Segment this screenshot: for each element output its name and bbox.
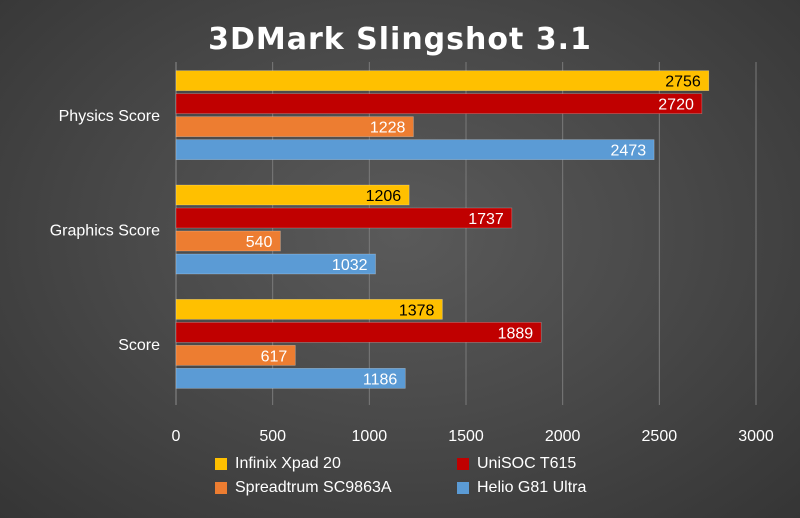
bar [175,139,655,160]
data-label: 1228 [370,120,406,137]
data-label: 540 [246,234,273,251]
data-label: 1737 [468,211,504,228]
chart-title: 3DMark Slingshot 3.1 [208,22,592,57]
bar [175,322,542,343]
data-label: 1378 [399,302,435,319]
legend-swatch [215,458,227,470]
x-tick-label: 2000 [545,428,581,445]
data-label: 2473 [611,143,647,160]
legend-label: Spreadtrum SC9863A [235,479,392,496]
legend-label: Infinix Xpad 20 [235,455,341,472]
legend-item: UniSOC T615 [457,455,635,473]
x-tick-label: 1500 [448,428,484,445]
bar [175,207,513,229]
bar [175,368,406,389]
legend-item: Spreadtrum SC9863A [215,479,457,497]
legend-item: Helio G81 Ultra [457,479,635,497]
data-label: 1032 [332,257,368,274]
x-tick-label: 2500 [642,428,678,445]
data-label: 2756 [665,74,701,91]
legend-item: Infinix Xpad 20 [215,455,457,473]
y-tick-label: Score [118,337,160,354]
bar [175,230,281,252]
legend-swatch [457,458,469,470]
bar [175,93,703,114]
x-tick-label: 0 [172,428,181,445]
bar [175,70,710,91]
bar [175,116,414,137]
legend-label: Helio G81 Ultra [477,479,587,496]
x-tick-label: 3000 [738,428,774,445]
data-label: 617 [261,348,288,365]
data-label: 1889 [498,325,534,342]
legend: Infinix Xpad 20 UniSOC T615 Spreadtrum SC9… [215,455,635,497]
y-tick-label: Graphics Score [50,223,160,240]
data-label: 1186 [363,371,398,388]
data-label: 1206 [366,188,402,205]
bar [175,253,376,275]
x-tick-label: 500 [259,428,286,445]
data-label: 2720 [658,97,694,114]
bar [175,345,296,366]
legend-swatch [457,482,469,494]
bar [175,184,410,206]
legend-swatch [215,482,227,494]
bar [175,299,443,320]
x-tick-label: 1000 [352,428,388,445]
y-tick-label: Physics Score [59,108,160,125]
legend-label: UniSOC T615 [477,455,577,472]
